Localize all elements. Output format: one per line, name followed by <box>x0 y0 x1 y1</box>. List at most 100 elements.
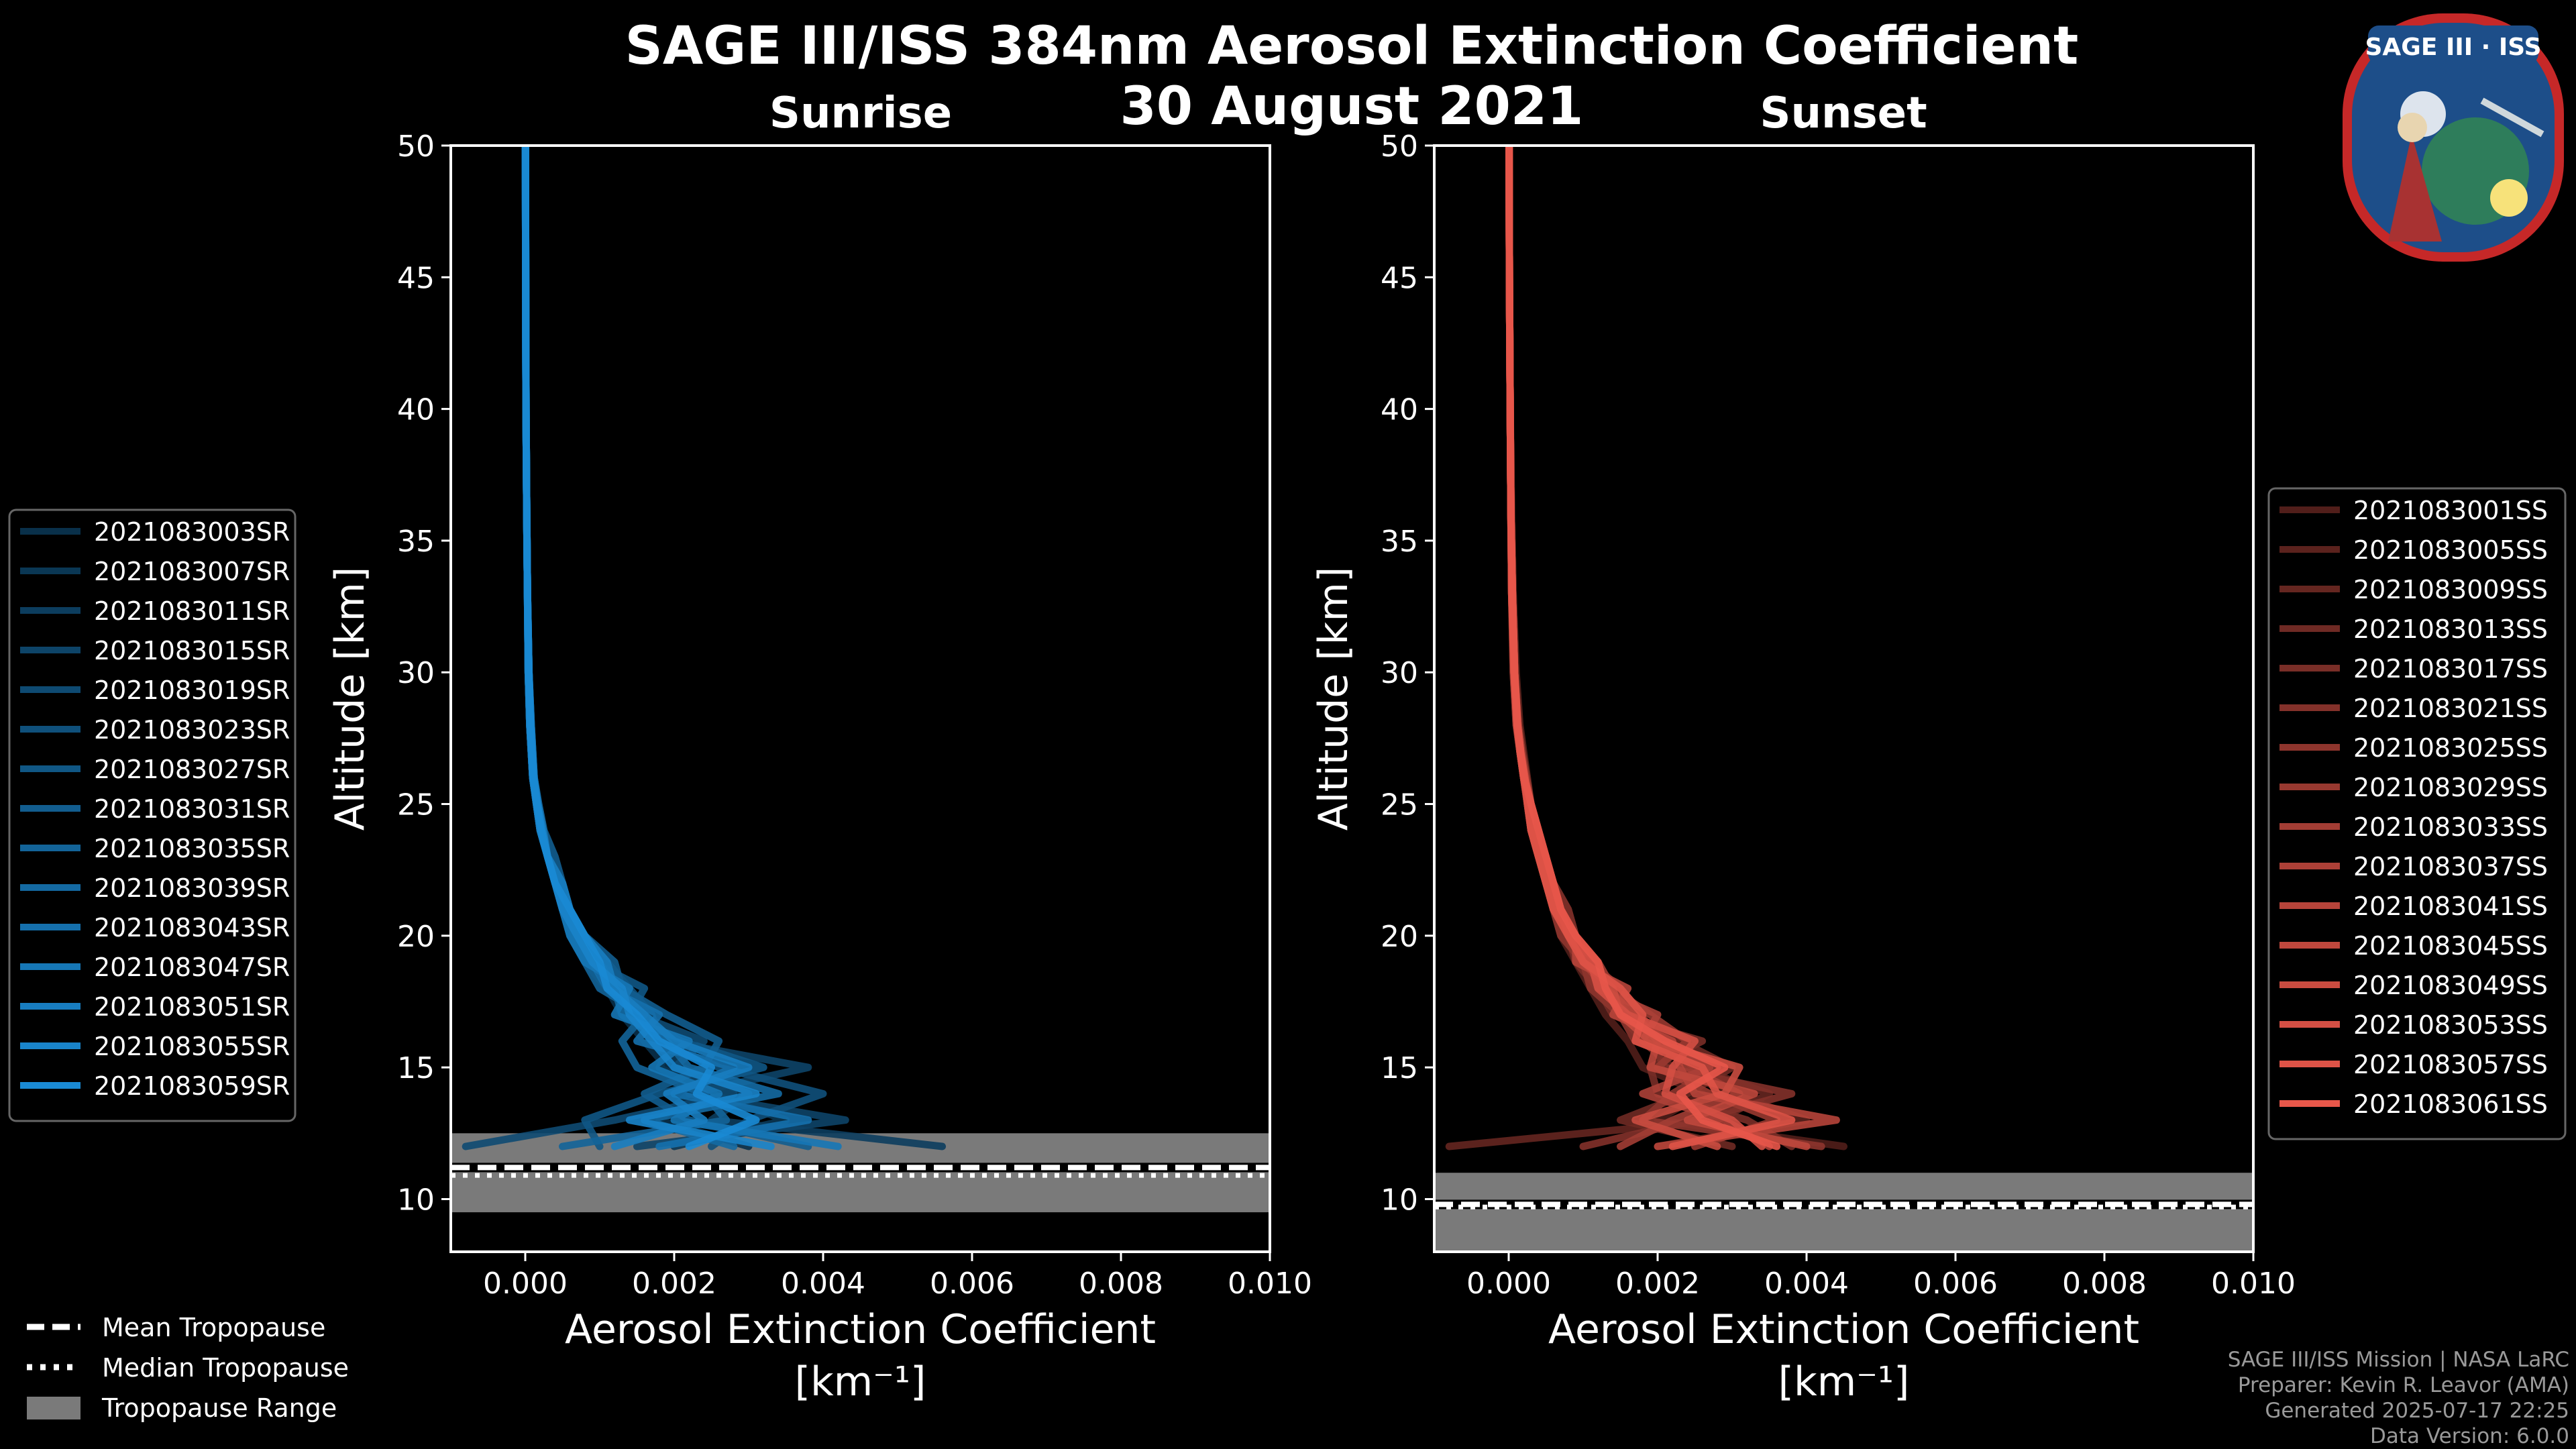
legend-label-2021083061SS: 2021083061SS <box>2353 1089 2548 1119</box>
y-tick-label: 15 <box>397 1051 435 1085</box>
legend-label-2021083031SR: 2021083031SR <box>94 794 290 824</box>
legend-label-2021083027SR: 2021083027SR <box>94 755 290 784</box>
y-tick-label: 50 <box>397 129 435 164</box>
legend-box <box>8 508 297 1122</box>
y-tick-label: 35 <box>1381 525 1418 559</box>
logo-banner <box>2368 25 2538 64</box>
legend-label-2021083033SS: 2021083033SS <box>2353 812 2548 842</box>
plot-area-sunset <box>1434 146 2253 1252</box>
legend-label-2021083017SS: 2021083017SS <box>2353 654 2548 684</box>
tropopause-legend: Mean Tropopause Median Tropopause Tropop… <box>27 1313 349 1423</box>
figure-title: SAGE III/ISS 384nm Aerosol Extinction Co… <box>625 16 2079 76</box>
y-tick-label: 25 <box>1381 788 1418 822</box>
y-axis-label: Altitude [km] <box>327 567 374 831</box>
y-tick-label: 25 <box>397 788 435 822</box>
legend-label-2021083025SS: 2021083025SS <box>2353 733 2548 763</box>
legend-label-2021083029SS: 2021083029SS <box>2353 773 2548 802</box>
footer-line-mission: SAGE III/ISS Mission | NASA LaRC <box>2228 1348 2569 1372</box>
legend-label-2021083013SS: 2021083013SS <box>2353 614 2548 644</box>
y-tick-label: 20 <box>397 920 435 954</box>
panel-sunrise: Sunrise 10 15 20 25 30 35 40 45 50 0.000 0.002 0.004… <box>8 89 1312 1405</box>
profile-line-2021083061SS <box>1505 146 1781 1150</box>
legend-label-2021083045SS: 2021083045SS <box>2353 931 2548 961</box>
legend-label-2021083037SS: 2021083037SS <box>2353 852 2548 881</box>
figure-date: 30 August 2021 <box>1120 76 1584 137</box>
tropopause-range-band <box>451 1133 1270 1213</box>
legend-tropopause-range-label: Tropopause Range <box>101 1393 337 1423</box>
x-axis-units: [km⁻¹] <box>795 1358 926 1405</box>
x-tick-label: 0.010 <box>2211 1267 2296 1301</box>
x-tick-label: 0.002 <box>1615 1267 1700 1301</box>
x-tick-label: 0.008 <box>2062 1267 2147 1301</box>
legend-label-2021083007SR: 2021083007SR <box>94 557 290 586</box>
axes-frame-sunset <box>1433 144 2255 1253</box>
panel-sunset: Sunset 10 15 20 25 30 35 40 45 50 0.000 0.002 0.004 0… <box>1310 89 2567 1405</box>
y-tick-label: 45 <box>1381 261 1418 295</box>
axes-frame-sunrise <box>449 144 1271 1253</box>
x-tick-label: 0.002 <box>632 1267 716 1301</box>
legend-label-2021083049SS: 2021083049SS <box>2353 971 2548 1000</box>
logo-text: SAGE III · ISS <box>2365 34 2541 61</box>
footer-line-generated: Generated 2025-07-17 22:25 <box>2265 1399 2569 1423</box>
y-tick-label: 10 <box>397 1183 435 1217</box>
legend-label-2021083047SR: 2021083047SR <box>94 953 290 982</box>
legend-box <box>2267 487 2567 1140</box>
y-tick-label: 40 <box>1381 393 1418 427</box>
x-axis-label: Aerosol Extinction Coefficient <box>1548 1306 2139 1353</box>
y-tick-label: 10 <box>1381 1183 1418 1217</box>
legend-label-2021083023SR: 2021083023SR <box>94 715 290 745</box>
logo-sun <box>2490 179 2528 217</box>
profile-line-2021083059SR <box>521 146 760 1150</box>
y-tick-label: 40 <box>397 393 435 427</box>
x-tick-label: 0.010 <box>1228 1267 1312 1301</box>
plot-area-sunrise <box>451 146 1270 1213</box>
y-tick-label: 30 <box>1381 656 1418 690</box>
legend-label-2021083043SR: 2021083043SR <box>94 913 290 943</box>
x-tick-label: 0.004 <box>781 1267 865 1301</box>
logo-iss <box>2480 97 2544 138</box>
legend-median-tropopause-label: Median Tropopause <box>102 1353 349 1383</box>
legend-mean-tropopause-label: Mean Tropopause <box>102 1313 325 1342</box>
y-tick-label: 15 <box>1381 1051 1418 1085</box>
footer-line-preparer: Preparer: Kevin R. Leavor (AMA) <box>2238 1373 2569 1397</box>
y-axis-label: Altitude [km] <box>1310 567 1357 831</box>
logo-figure <box>2388 134 2442 241</box>
x-tick-label: 0.006 <box>930 1267 1014 1301</box>
y-tick-label: 35 <box>397 525 435 559</box>
legend-label-2021083001SS: 2021083001SS <box>2353 496 2548 525</box>
footer-line-version: Data Version: 6.0.0 <box>2370 1424 2569 1448</box>
series-legend-sunset: 2021083001SS 2021083005SS 2021083009SS 2021… <box>2267 487 2567 1140</box>
legend-label-2021083035SR: 2021083035SR <box>94 834 290 863</box>
x-tick-label: 0.000 <box>1466 1267 1551 1301</box>
y-tick-label: 30 <box>397 656 435 690</box>
legend-label-2021083009SS: 2021083009SS <box>2353 575 2548 604</box>
y-tick-label: 45 <box>397 261 435 295</box>
tropopause-range-band <box>1434 1173 2253 1252</box>
y-tick-label: 50 <box>1381 129 1418 164</box>
legend-label-2021083011SR: 2021083011SR <box>94 596 290 626</box>
legend-label-2021083055SR: 2021083055SR <box>94 1032 290 1061</box>
x-tick-label: 0.004 <box>1764 1267 1849 1301</box>
legend-label-2021083041SS: 2021083041SS <box>2353 892 2548 921</box>
x-tick-label: 0.000 <box>483 1267 568 1301</box>
x-tick-label: 0.006 <box>1913 1267 1998 1301</box>
legend-label-2021083019SR: 2021083019SR <box>94 676 290 705</box>
series-legend-sunrise: 2021083003SR 2021083007SR 2021083011SR 2021… <box>8 508 297 1122</box>
legend-label-2021083057SS: 2021083057SS <box>2353 1050 2548 1079</box>
legend-label-2021083003SR: 2021083003SR <box>94 517 290 547</box>
sage-logo: SAGE III · ISS <box>2343 13 2564 262</box>
legend-tropopause-range-swatch <box>27 1397 80 1419</box>
legend-label-2021083051SR: 2021083051SR <box>94 992 290 1022</box>
panel-title-sunrise: Sunrise <box>769 89 952 138</box>
legend-label-2021083059SR: 2021083059SR <box>94 1071 290 1101</box>
legend-label-2021083021SS: 2021083021SS <box>2353 694 2548 723</box>
legend-label-2021083005SS: 2021083005SS <box>2353 535 2548 565</box>
legend-label-2021083053SS: 2021083053SS <box>2353 1010 2548 1040</box>
x-tick-label: 0.008 <box>1079 1267 1163 1301</box>
logo-figure-head <box>2398 113 2427 142</box>
chart-panels: Sunrise 10 15 20 25 30 35 40 45 50 0.000 0.002 0.004… <box>8 89 2567 1405</box>
y-tick-label: 20 <box>1381 920 1418 954</box>
footer: SAGE III/ISS Mission | NASA LaRC Prepare… <box>2228 1348 2569 1448</box>
legend-label-2021083015SR: 2021083015SR <box>94 636 290 665</box>
legend-label-2021083039SR: 2021083039SR <box>94 873 290 903</box>
